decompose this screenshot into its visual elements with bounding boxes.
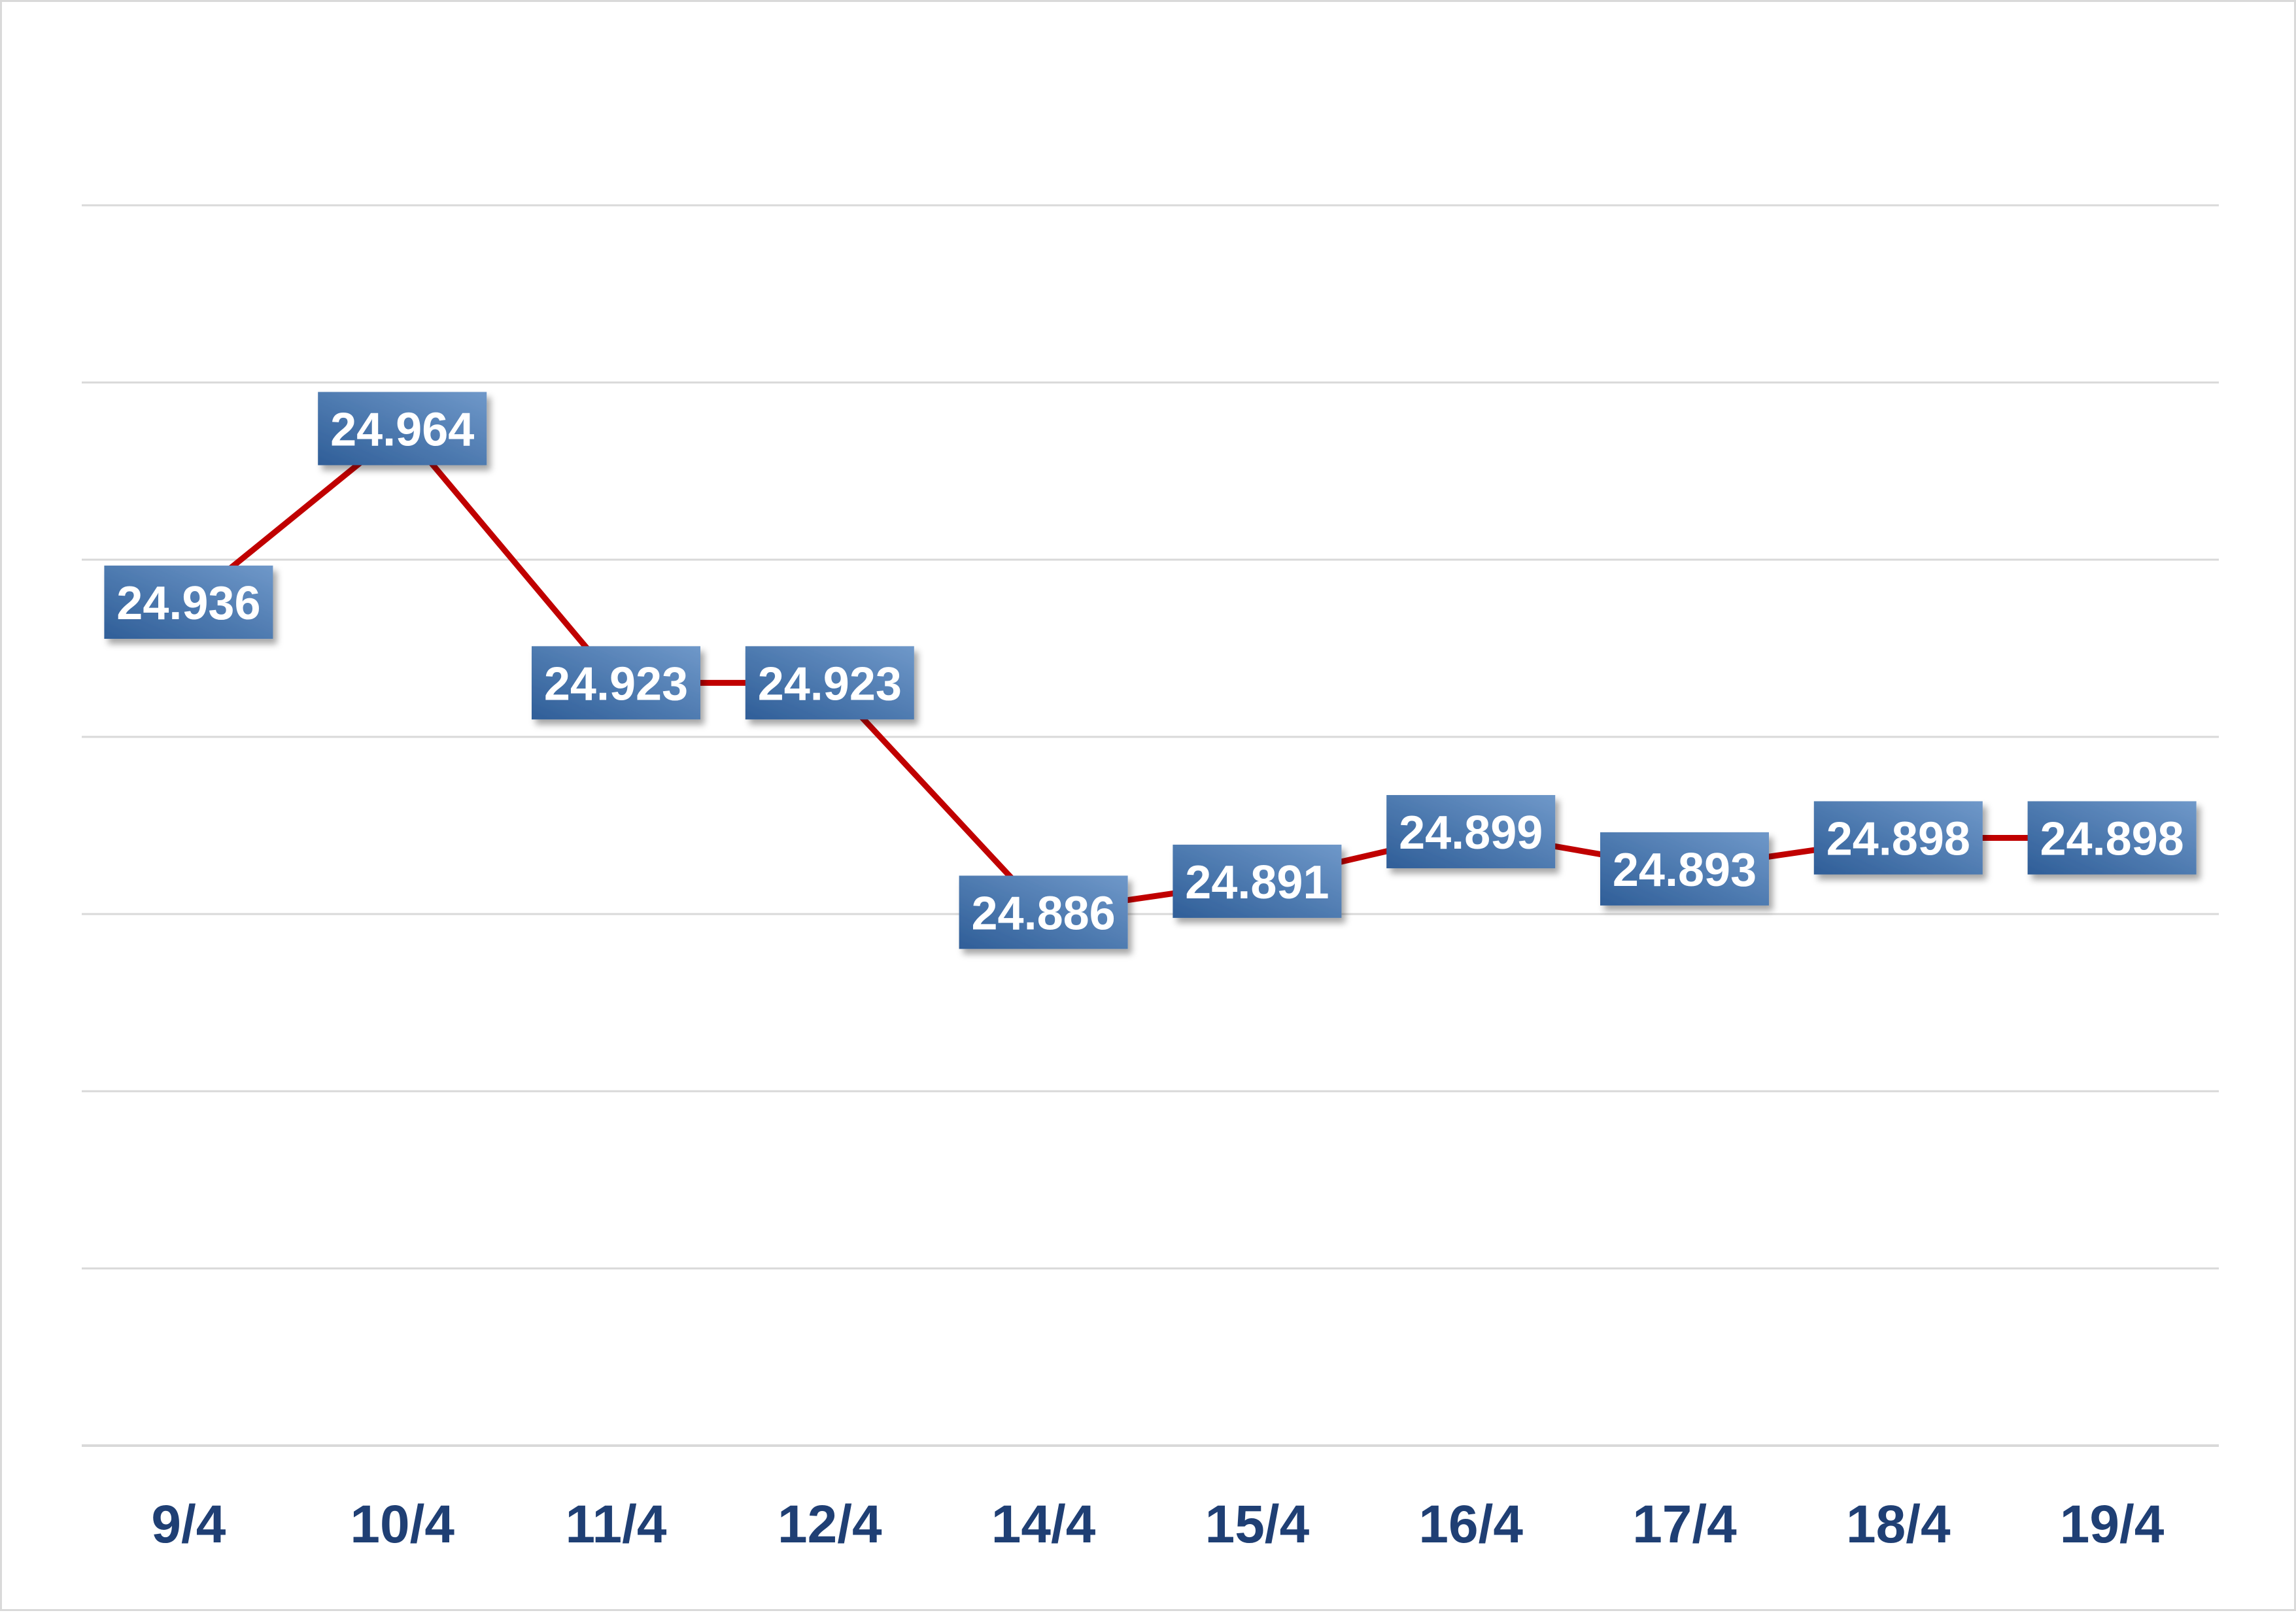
x-tick-label: 10/4: [350, 1495, 454, 1554]
data-label-text: 24.898: [2040, 813, 2184, 865]
data-label: 24.964: [318, 392, 487, 466]
x-tick-label: 11/4: [565, 1495, 666, 1554]
data-label-text: 24.936: [116, 577, 260, 630]
data-label-text: 24.899: [1399, 807, 1543, 859]
series-line: [185, 425, 2116, 915]
data-labels: 24.936 24.964 24.923 24.923 24.886 24.891 24.8…: [104, 392, 2197, 949]
x-tick-label: 18/4: [1846, 1495, 1951, 1554]
x-tick-label: 16/4: [1418, 1495, 1523, 1554]
x-tick-label: 15/4: [1205, 1495, 1310, 1554]
data-label: 24.898: [1813, 801, 1983, 875]
data-label-box: [2027, 801, 2197, 875]
data-label-box: [1600, 832, 1769, 906]
data-label: 24.936: [104, 566, 273, 639]
data-label: 24.893: [1600, 832, 1769, 906]
data-label-text: 24.964: [330, 403, 474, 456]
data-label: 24.923: [532, 646, 700, 720]
data-label-box: [104, 566, 273, 639]
x-tick-label: 17/4: [1632, 1495, 1737, 1554]
data-label-text: 24.893: [1613, 844, 1756, 896]
data-label-box: [1386, 794, 1556, 868]
data-label-box: [532, 646, 700, 720]
data-label-box: [318, 392, 487, 466]
data-label-text: 24.923: [758, 658, 902, 710]
series-line-layer: [185, 425, 2116, 915]
data-label-box: [1173, 844, 1342, 918]
data-label-text: 24.923: [544, 658, 688, 710]
data-label-box: [959, 875, 1128, 949]
data-label-box: [1813, 801, 1983, 875]
data-label-text: 24.898: [1826, 813, 1970, 865]
data-label-box: [745, 646, 914, 720]
x-axis-tick-labels: 9/4 10/4 11/4 12/4 14/4 15/4 16/4 17/4 18/4 19/4: [151, 1495, 2164, 1554]
data-label: 24.899: [1386, 794, 1556, 868]
data-label-text: 24.886: [971, 887, 1115, 940]
x-tick-label: 9/4: [151, 1495, 226, 1554]
x-tick-label: 12/4: [778, 1495, 882, 1554]
data-label: 24.898: [2027, 801, 2197, 875]
data-label: 24.891: [1173, 844, 1342, 918]
x-tick-label: 14/4: [991, 1495, 1096, 1554]
gridlines: [82, 204, 2219, 1447]
x-tick-label: 19/4: [2060, 1495, 2165, 1554]
data-label: 24.886: [959, 875, 1128, 949]
data-label: 24.923: [745, 646, 914, 720]
data-label-text: 24.891: [1185, 857, 1329, 909]
